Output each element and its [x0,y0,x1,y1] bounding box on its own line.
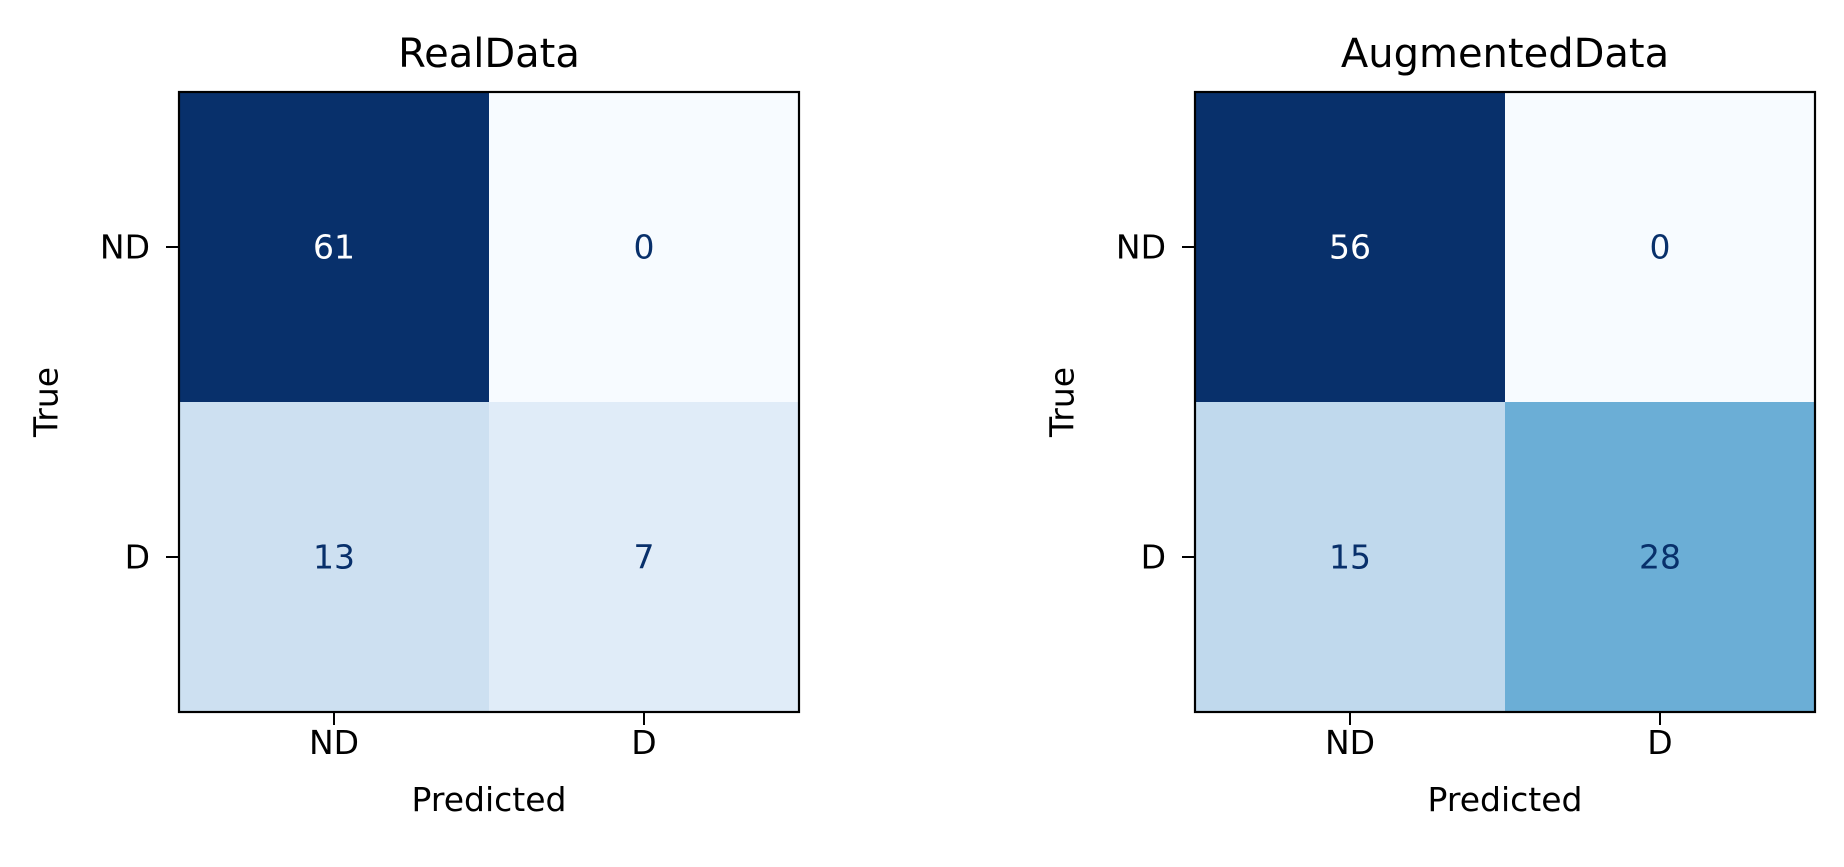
matrix-cell-1-1-1 [1505,402,1816,713]
y-tick-label-0-1: D [125,538,150,577]
matrix-cell-1-0-0 [1195,92,1506,403]
x-axis-label-0: Predicted [412,780,567,819]
cell-value-label-0-0-0: 61 [313,228,355,267]
cell-value-label-0-1-0: 13 [313,538,355,577]
y-axis-label-1: True [1043,367,1082,438]
cell-value-label-1-1-1: 28 [1639,538,1681,577]
plot-frame-0 [177,90,801,714]
chart-title-0: RealData [398,31,580,77]
matrix-cell-0-0-0 [179,92,490,403]
chart-title-1: AugmentedData [1341,31,1669,77]
matrix-cell-0-1-0 [179,402,490,713]
cell-value-label-1-0-1: 0 [1650,228,1671,267]
plot-frame-1 [1193,90,1817,714]
y-tick-label-0-0: ND [100,228,150,267]
matrix-cell-1-1-0 [1195,402,1506,713]
x-tick-label-1-0: ND [1325,723,1375,762]
y-tick-label-1-1: D [1141,538,1166,577]
cell-value-label-1-1-0: 15 [1329,538,1371,577]
cell-value-label-0-1-1: 7 [634,538,655,577]
x-axis-label-1: Predicted [1428,780,1583,819]
y-axis-label-0: True [27,367,66,438]
matrix-cell-0-1-1 [489,402,800,713]
matrix-cell-0-0-1 [489,92,800,403]
x-tick-label-0-1: D [631,723,656,762]
cell-value-label-1-0-0: 56 [1329,228,1371,267]
x-tick-label-1-1: D [1647,723,1672,762]
cell-value-label-0-0-1: 0 [634,228,655,267]
y-tick-label-1-0: ND [1116,228,1166,267]
x-tick-label-0-0: ND [309,723,359,762]
matrix-cell-1-0-1 [1505,92,1816,403]
